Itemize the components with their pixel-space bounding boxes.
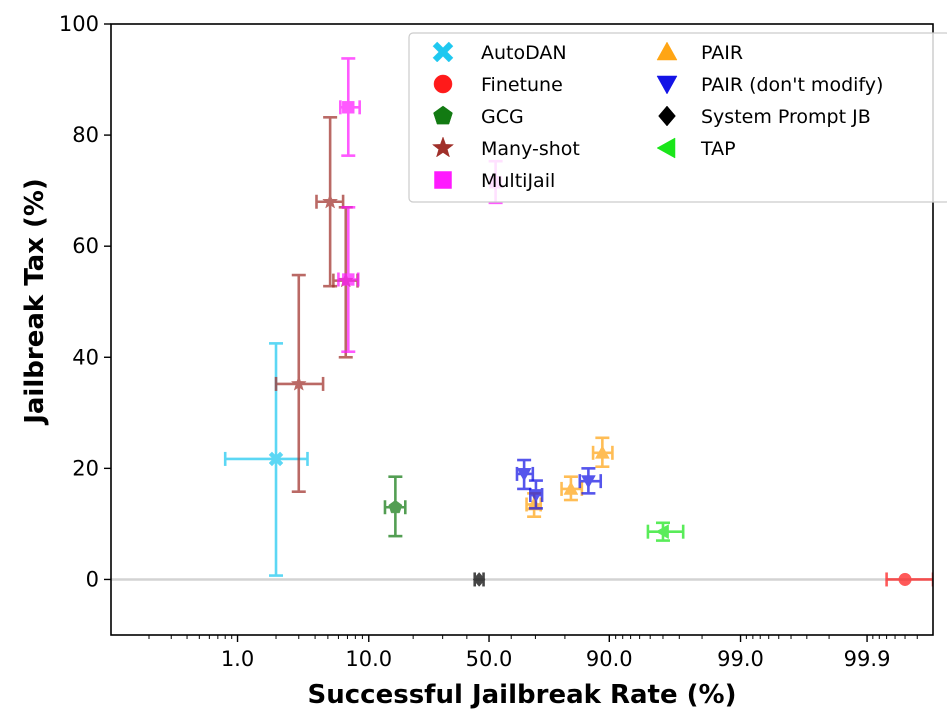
y-tick-label: 0 xyxy=(86,567,99,591)
legend-label: PAIR xyxy=(701,42,743,64)
legend-marker-star-icon xyxy=(431,136,455,158)
legend-marker-triangle-up-icon xyxy=(656,41,678,61)
legend-label: MultiJail xyxy=(481,170,555,192)
y-axis-title: Jailbreak Tax (%) xyxy=(20,178,50,426)
legend-marker-square-icon xyxy=(434,171,452,189)
x-tick-label: 90.0 xyxy=(586,647,633,671)
data-series-group xyxy=(223,57,933,587)
data-marker xyxy=(290,375,307,391)
legend-label: TAP xyxy=(700,138,736,160)
legend-label: PAIR (don't modify) xyxy=(701,74,883,96)
legend: AutoDAN Finetune GCG Many-shot MultiJail PAIR… xyxy=(408,32,947,203)
data-marker xyxy=(322,193,339,209)
legend-item: GCG xyxy=(433,105,524,128)
data-marker xyxy=(655,524,669,540)
legend-marker-diamond-icon xyxy=(658,105,676,127)
data-marker xyxy=(472,572,486,587)
legend-item: Many-shot xyxy=(431,136,580,160)
series-tap xyxy=(646,521,685,542)
x-tick-label: 99.9 xyxy=(844,647,891,671)
x-tick-label: 1.0 xyxy=(221,647,254,671)
legend-marker-pentagon-icon xyxy=(433,105,453,125)
data-point xyxy=(337,206,360,354)
data-marker xyxy=(580,475,596,489)
data-point xyxy=(515,458,535,491)
data-point xyxy=(383,475,407,538)
data-point xyxy=(472,572,486,587)
data-marker xyxy=(268,451,284,467)
legend-item: System Prompt JB xyxy=(658,105,871,128)
series-pair xyxy=(525,436,614,518)
legend-marker-triangle-left-icon xyxy=(656,137,676,159)
legend-label: AutoDAN xyxy=(481,42,567,64)
x-tick-label: 99.0 xyxy=(717,647,764,671)
legend-item: TAP xyxy=(656,137,736,160)
data-point xyxy=(528,479,544,510)
data-point xyxy=(646,521,685,542)
legend-item: Finetune xyxy=(433,74,563,96)
data-marker xyxy=(563,481,579,495)
plot-area: 1.0 10.0 50.0 90.0 99.0 99.9 0 20 40 60 80 100 AutoD… xyxy=(59,12,947,671)
y-tick-label: 40 xyxy=(72,345,99,369)
y-tick-label: 80 xyxy=(72,123,99,147)
axes-frame xyxy=(110,23,934,636)
y-tick-label: 100 xyxy=(59,12,99,36)
data-marker xyxy=(898,572,912,587)
data-marker xyxy=(342,273,355,286)
legend-item: PAIR xyxy=(656,41,743,64)
data-marker xyxy=(388,499,403,514)
legend-label: System Prompt JB xyxy=(701,106,871,128)
x-tick-label: 50.0 xyxy=(466,647,513,671)
data-marker xyxy=(528,489,544,503)
legend-marker-circle-icon xyxy=(433,74,453,94)
data-marker xyxy=(342,101,355,114)
data-marker xyxy=(594,445,610,459)
y-tick-label: 20 xyxy=(72,456,99,480)
data-point xyxy=(578,467,603,495)
series-system-prompt-jb xyxy=(472,572,486,587)
legend-label: Finetune xyxy=(481,74,563,96)
y-tick-label: 60 xyxy=(72,234,99,258)
legend-label: GCG xyxy=(481,106,524,128)
data-point xyxy=(274,273,325,493)
data-marker xyxy=(516,468,532,482)
legend-marker-X-icon xyxy=(432,41,454,63)
x-axis-title: Successful Jailbreak Rate (%) xyxy=(308,680,737,710)
series-finetune xyxy=(885,572,933,587)
series-pair-don-t-modify- xyxy=(515,458,603,510)
series-gcg xyxy=(383,475,407,538)
x-tick-label: 10.0 xyxy=(345,647,392,671)
data-point xyxy=(885,572,933,587)
legend-label: Many-shot xyxy=(481,138,580,160)
legend-item: PAIR (don't modify) xyxy=(656,74,883,96)
data-point xyxy=(591,436,614,468)
legend-marker-triangle-down-icon xyxy=(656,75,678,95)
data-marker xyxy=(526,496,542,511)
legend-item: AutoDAN xyxy=(432,41,567,64)
legend-box xyxy=(408,32,947,203)
legend-item: MultiJail xyxy=(434,170,555,192)
data-point xyxy=(339,57,361,157)
